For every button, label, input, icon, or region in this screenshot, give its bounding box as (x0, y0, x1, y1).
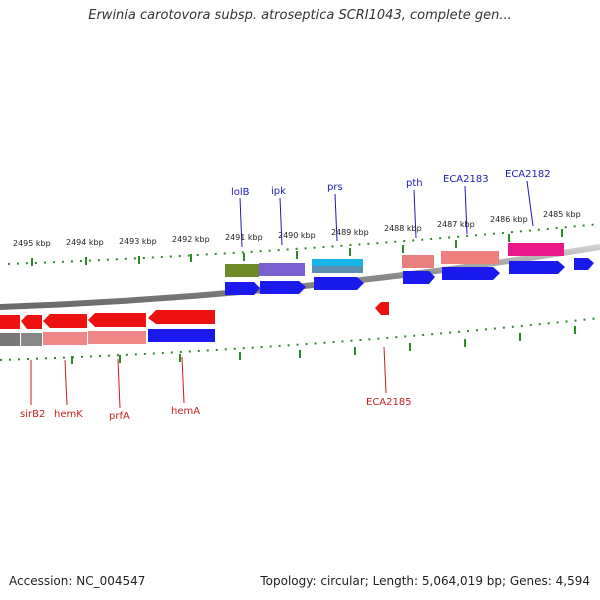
gene-box (43, 332, 87, 345)
scale-label: 2491 kbp (225, 233, 263, 242)
gene-arrow (43, 314, 87, 328)
scale-label: 2488 kbp (384, 224, 422, 233)
bottom-gene-arrows (0, 310, 215, 329)
gene-box-ipk (259, 263, 305, 276)
scale-label: 2493 kbp (119, 237, 157, 246)
gene-label-ECA2182[interactable]: ECA2182 (505, 169, 551, 180)
gene-box-prs-2 (312, 266, 363, 273)
scale-labels: 2495 kbp 2494 kbp 2493 kbp 2492 kbp 2491… (13, 210, 581, 248)
gene-label-lolB[interactable]: lolB (231, 187, 250, 198)
gene-box-pth (402, 255, 434, 268)
cds-arrow (225, 282, 260, 295)
scale-label: 2492 kbp (172, 235, 210, 244)
gene-arrow (0, 315, 20, 329)
gene-arrow (148, 310, 215, 324)
genome-summary-text: Topology: circular; Length: 5,064,019 bp… (260, 574, 590, 588)
gene-label-hemK[interactable]: hemK (54, 409, 83, 420)
scale-label: 2495 kbp (13, 239, 51, 248)
scale-label: 2487 kbp (437, 220, 475, 229)
cds-arrow (442, 267, 500, 280)
bottom-gene-labels: sirB2 hemK prfA hemA ECA2185 (20, 397, 412, 422)
cds-arrow (260, 281, 306, 294)
top-cds-arrows (225, 258, 594, 295)
scale-label: 2485 kbp (543, 210, 581, 219)
genome-title: Erwinia carotovora subsp. atroseptica SC… (88, 8, 512, 23)
gene-box (148, 329, 215, 342)
gene-label-prs[interactable]: prs (327, 182, 343, 193)
gene-box-prs (312, 259, 363, 266)
top-leader-lines (239, 180, 534, 248)
gene-ECA2185 (375, 302, 389, 315)
gene-arrow (21, 315, 42, 329)
scale-label: 2490 kbp (278, 231, 316, 240)
bottom-leader-lines (30, 346, 387, 409)
bottom-gene-boxes (0, 329, 215, 346)
scale-label: 2486 kbp (490, 215, 528, 224)
gene-label-ECA2185[interactable]: ECA2185 (366, 397, 412, 408)
gene-box-lolB (225, 264, 259, 277)
gene-box (88, 331, 146, 344)
gene-box (0, 333, 20, 346)
top-gene-labels: lolB ipk prs pth ECA2183 ECA2182 (231, 169, 551, 198)
gene-label-sirB2[interactable]: sirB2 (20, 409, 45, 420)
cds-arrow (509, 261, 565, 274)
top-gene-boxes (225, 243, 564, 277)
scale-label: 2494 kbp (66, 238, 104, 247)
top-tick-track (7, 223, 600, 265)
gene-box (21, 333, 42, 346)
cds-arrow (403, 271, 435, 284)
accession-text: Accession: NC_004547 (9, 574, 146, 588)
gene-label-pth[interactable]: pth (406, 178, 423, 189)
gene-box-ECA2183 (441, 251, 499, 264)
cds-arrow (314, 277, 364, 290)
gene-label-ECA2183[interactable]: ECA2183 (443, 174, 489, 185)
gene-label-ipk[interactable]: ipk (271, 186, 286, 197)
scale-label: 2489 kbp (331, 228, 369, 237)
cds-arrow (574, 258, 594, 270)
top-major-ticks (31, 229, 563, 266)
gene-label-hemA[interactable]: hemA (171, 406, 200, 417)
gene-arrow (88, 313, 146, 327)
gene-label-prfA[interactable]: prfA (109, 411, 130, 422)
gene-box-ECA2182 (508, 243, 564, 256)
bottom-major-ticks (71, 326, 576, 364)
